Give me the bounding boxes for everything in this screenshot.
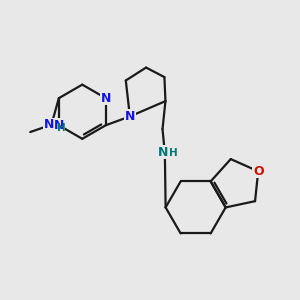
Text: N: N bbox=[125, 110, 135, 123]
Text: N: N bbox=[158, 146, 169, 159]
Text: H: H bbox=[56, 123, 65, 133]
Text: N: N bbox=[100, 92, 111, 105]
Text: O: O bbox=[253, 165, 263, 178]
Text: H: H bbox=[169, 148, 178, 158]
Text: N: N bbox=[44, 118, 54, 131]
Text: N: N bbox=[54, 119, 64, 132]
